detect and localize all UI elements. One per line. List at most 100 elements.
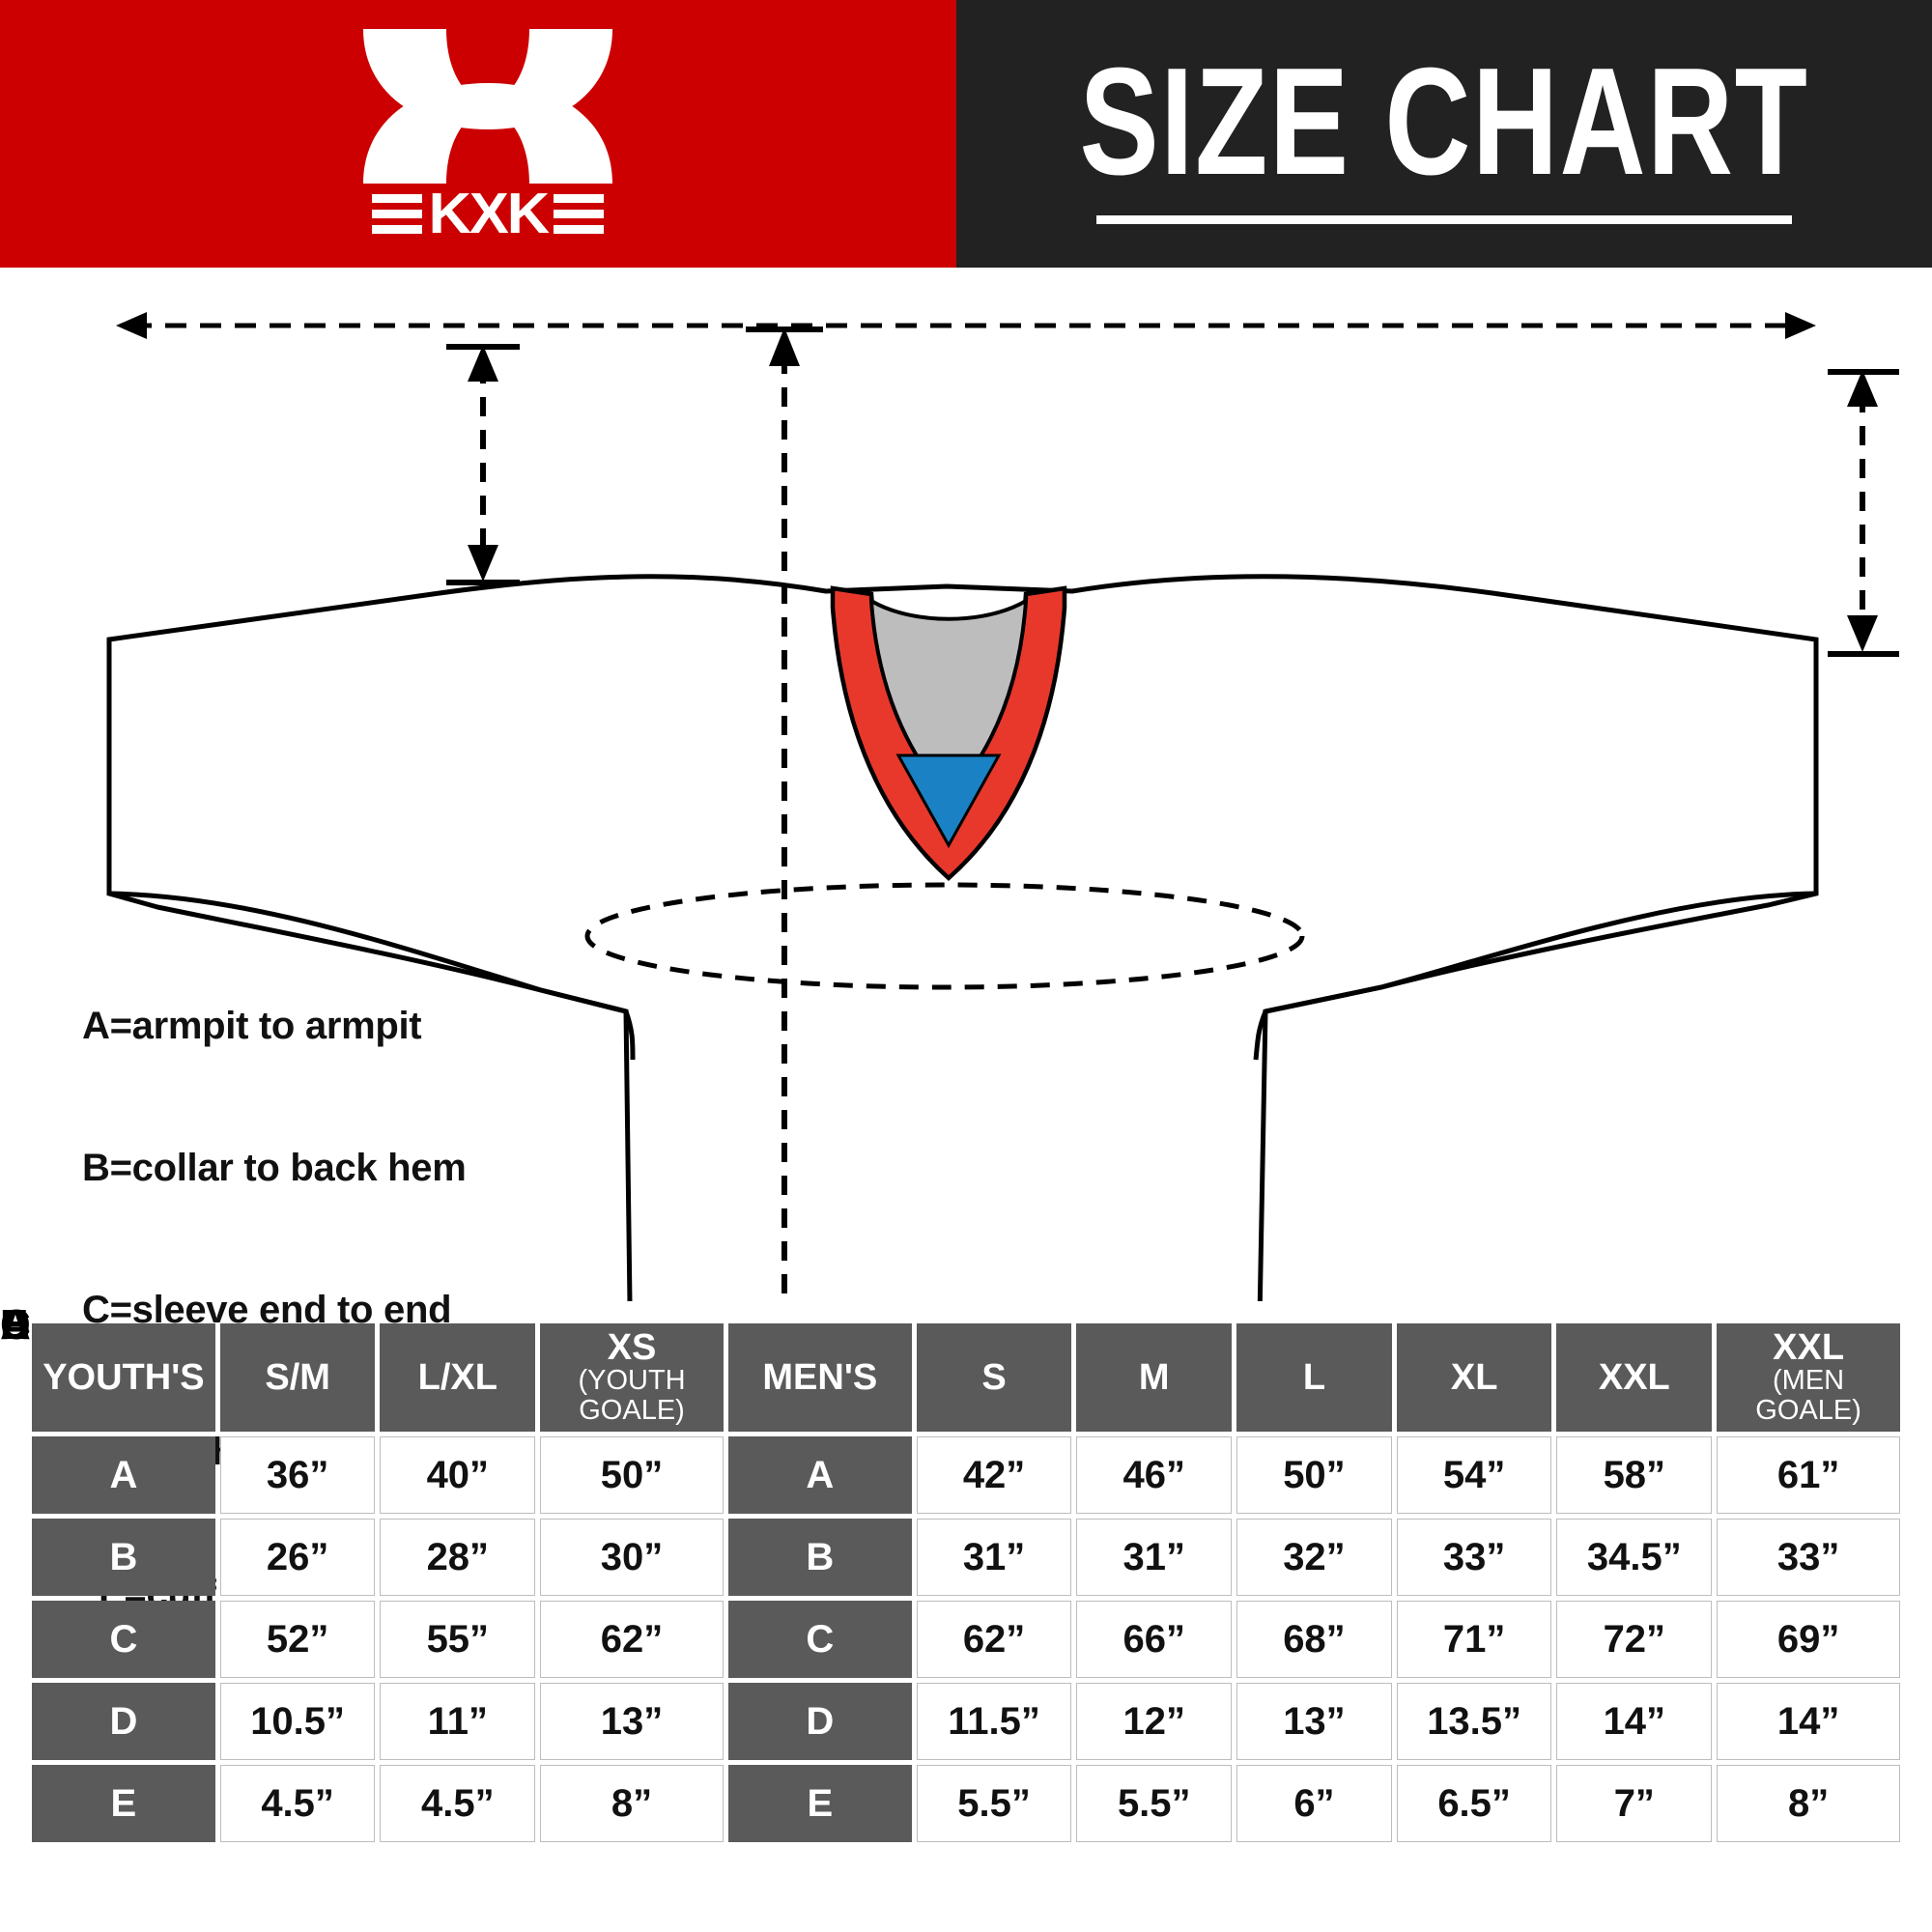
header-youths: YOUTH'S: [32, 1323, 215, 1432]
header-main: XXL: [1773, 1327, 1845, 1368]
cell-men-xxl-goalie: 14”: [1717, 1683, 1900, 1760]
dimension-label-A: A: [0, 1301, 31, 1349]
dimension-arrow-D: [446, 344, 520, 585]
brand-panel: KXK: [0, 0, 956, 268]
cell-youth-xs: 8”: [540, 1765, 724, 1842]
left-armhole-curve: [623, 1010, 636, 1061]
cell-men-xxl: 72”: [1556, 1601, 1713, 1678]
header-main: YOUTH'S: [43, 1357, 205, 1398]
title-panel: SIZE CHART: [956, 0, 1932, 268]
cell-youth-lxl: 11”: [380, 1683, 536, 1760]
cell-men-xxl: 34.5”: [1556, 1519, 1713, 1596]
row-label-men: A: [727, 1436, 912, 1514]
header-men-xl: XL: [1396, 1323, 1552, 1432]
cell-men-xxl-goalie: 33”: [1717, 1519, 1900, 1596]
cell-youth-sm: 10.5”: [219, 1683, 376, 1760]
row-label-men: C: [727, 1601, 912, 1678]
dimension-label-C: C: [0, 1301, 31, 1349]
cell-men-s: 5.5”: [916, 1765, 1072, 1842]
table-row: E 4.5” 4.5” 8” E 5.5” 5.5” 6” 6.5” 7” 8”: [32, 1765, 1900, 1842]
cell-youth-xs: 50”: [540, 1436, 724, 1514]
row-label-men: E: [727, 1765, 912, 1842]
cell-men-xl: 33”: [1396, 1519, 1552, 1596]
table-row: B 26” 28” 30” B 31” 31” 32” 33” 34.5” 33…: [32, 1519, 1900, 1596]
table-row: C 52” 55” 62” C 62” 66” 68” 71” 72” 69”: [32, 1601, 1900, 1678]
cell-men-m: 46”: [1076, 1436, 1233, 1514]
row-label-youth: A: [32, 1436, 215, 1514]
cell-men-xxl: 7”: [1556, 1765, 1713, 1842]
cell-men-s: 31”: [916, 1519, 1072, 1596]
row-label-youth: D: [32, 1683, 215, 1760]
logo-text: KXK: [428, 182, 549, 245]
cell-men-m: 66”: [1076, 1601, 1233, 1678]
cell-youth-lxl: 40”: [380, 1436, 536, 1514]
cell-men-l: 50”: [1236, 1436, 1392, 1514]
header-mens: MEN'S: [727, 1323, 912, 1432]
header-main: MEN'S: [762, 1357, 878, 1398]
header-main: M: [1138, 1357, 1170, 1398]
dimension-label-B: B: [0, 1301, 31, 1349]
header-youth-lxl: L/XL: [380, 1323, 536, 1432]
dimension-arrow-E: [1828, 369, 1899, 657]
legend-item-b: B=collar to back hem: [82, 1147, 467, 1189]
header-main: XL: [1450, 1357, 1498, 1398]
kxk-logo: KXK: [357, 23, 618, 245]
cell-men-xl: 54”: [1396, 1436, 1552, 1514]
cell-men-xxl-goalie: 61”: [1717, 1436, 1900, 1514]
cell-men-l: 32”: [1236, 1519, 1392, 1596]
cell-youth-sm: 26”: [219, 1519, 376, 1596]
header-youth-xs-goalie: XS (YOUTH GOALE): [540, 1323, 724, 1432]
cell-youth-lxl: 28”: [380, 1519, 536, 1596]
table-row: D 10.5” 11” 13” D 11.5” 12” 13” 13.5” 14…: [32, 1683, 1900, 1760]
kxk-wordmark: KXK: [357, 185, 618, 243]
cell-youth-sm: 4.5”: [219, 1765, 376, 1842]
dimension-arrow-C: [116, 312, 1816, 339]
cell-men-m: 5.5”: [1076, 1765, 1233, 1842]
size-table: YOUTH'S S/M L/XL XS (YOUTH GOALE) MEN'S S…: [27, 1319, 1905, 1847]
cell-youth-xs: 62”: [540, 1601, 724, 1678]
row-label-men: B: [727, 1519, 912, 1596]
cell-men-l: 68”: [1236, 1601, 1392, 1678]
left-shoulder-seam: [108, 891, 627, 1014]
header-main: XS: [607, 1327, 657, 1368]
table-header-row: YOUTH'S S/M L/XL XS (YOUTH GOALE) MEN'S S…: [32, 1323, 1900, 1432]
cell-men-l: 13”: [1236, 1683, 1392, 1760]
jersey-diagram: C D E A B: [0, 268, 1932, 1349]
jersey-svg: [106, 312, 1899, 1301]
cell-youth-lxl: 55”: [380, 1601, 536, 1678]
row-label-youth: B: [32, 1519, 215, 1596]
header-main: XXL: [1598, 1357, 1670, 1398]
legend-item-a: A=armpit to armpit: [82, 1005, 422, 1047]
logo-right-bars: [554, 194, 605, 234]
dimension-label-D: D: [0, 1301, 31, 1349]
header-main: L: [1302, 1357, 1326, 1398]
header-men-m: M: [1076, 1323, 1233, 1432]
row-label-youth: E: [32, 1765, 215, 1842]
row-label-men: D: [727, 1683, 912, 1760]
cell-men-xl: 71”: [1396, 1601, 1552, 1678]
right-armhole-curve: [1253, 1010, 1268, 1061]
cell-men-s: 62”: [916, 1601, 1072, 1678]
header-main: S: [981, 1357, 1007, 1398]
header-men-xxl: XXL: [1556, 1323, 1713, 1432]
cell-men-xxl-goalie: 8”: [1717, 1765, 1900, 1842]
page-title: SIZE CHART: [1079, 37, 1809, 207]
right-shoulder-seam: [1264, 891, 1817, 1014]
cell-men-m: 31”: [1076, 1519, 1233, 1596]
row-label-youth: C: [32, 1601, 215, 1678]
table-row: A 36” 40” 50” A 42” 46” 50” 54” 58” 61”: [32, 1436, 1900, 1514]
logo-left-bars: [371, 194, 422, 234]
title-underline: [1096, 215, 1792, 224]
kxk-hourglass-icon: [363, 28, 612, 184]
cell-men-xxl: 14”: [1556, 1683, 1713, 1760]
collar-inner: [868, 597, 1029, 802]
cell-youth-xs: 30”: [540, 1519, 724, 1596]
header-main: S/M: [265, 1357, 330, 1398]
header-men-xxl-goalie: XXL (MEN GOALE): [1717, 1323, 1900, 1432]
header-youth-sm: S/M: [219, 1323, 376, 1432]
dimension-ellipse-A: [584, 882, 1305, 990]
jersey-outline: [106, 574, 1819, 1301]
header-main: L/XL: [417, 1357, 497, 1398]
size-table-wrap: YOUTH'S S/M L/XL XS (YOUTH GOALE) MEN'S S…: [27, 1319, 1905, 1847]
cell-men-s: 42”: [916, 1436, 1072, 1514]
